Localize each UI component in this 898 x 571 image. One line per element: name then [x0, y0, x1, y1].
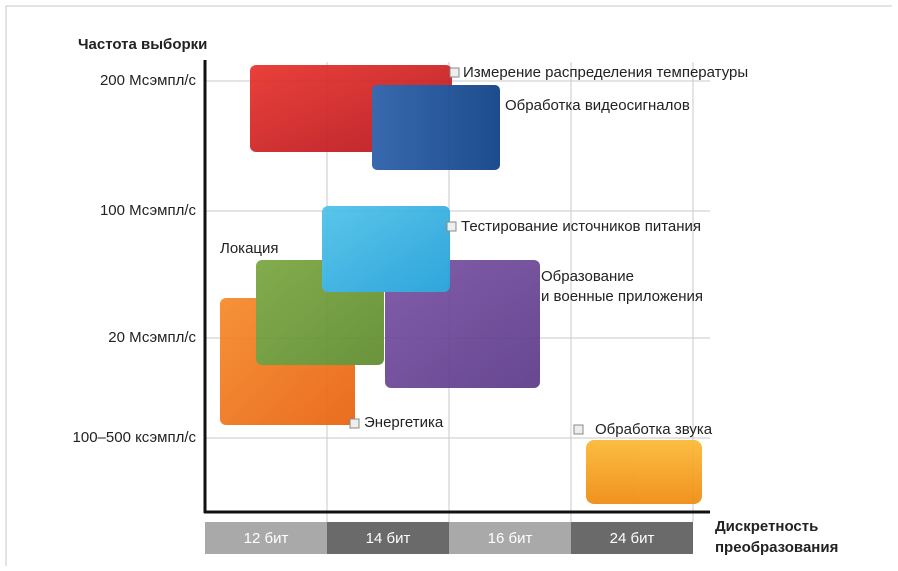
y-axis-title: Частота выборки [78, 36, 207, 53]
x-band [205, 522, 327, 554]
x-band [571, 522, 693, 554]
region-label: и военные приложения [541, 288, 703, 305]
icon [573, 424, 584, 435]
y-label: 200 Мсэмпл/с [100, 72, 197, 89]
regions [220, 65, 702, 504]
region-label: Измерение распределения температуры [463, 64, 748, 81]
icon [446, 221, 457, 232]
y-label: 100–500 ксэмпл/с [73, 429, 197, 446]
region-audio [586, 440, 702, 504]
region-label: Обработка звука [595, 421, 713, 438]
y-label: 100 Мсэмпл/с [100, 202, 197, 219]
region-label: Тестирование источников питания [461, 218, 701, 235]
region-label: Энергетика [364, 414, 444, 431]
x-label: 16 бит [488, 530, 533, 547]
region-video [372, 85, 500, 170]
x-band [449, 522, 571, 554]
x-axis-title: преобразования [715, 539, 838, 556]
x-label: 24 бит [610, 530, 655, 547]
x-axis-title: Дискретность [715, 518, 818, 535]
region-label: Локация [220, 240, 279, 257]
region-label: Обработка видеосигналов [505, 97, 690, 114]
x-label: 14 бит [366, 530, 411, 547]
region-power [322, 206, 450, 292]
frame [5, 5, 892, 566]
x-band [327, 522, 449, 554]
x-label: 12 бит [244, 530, 289, 547]
region-label: Образование [541, 268, 634, 285]
icon [349, 418, 360, 429]
icon [449, 67, 460, 78]
y-label: 20 Мсэмпл/с [108, 329, 196, 346]
